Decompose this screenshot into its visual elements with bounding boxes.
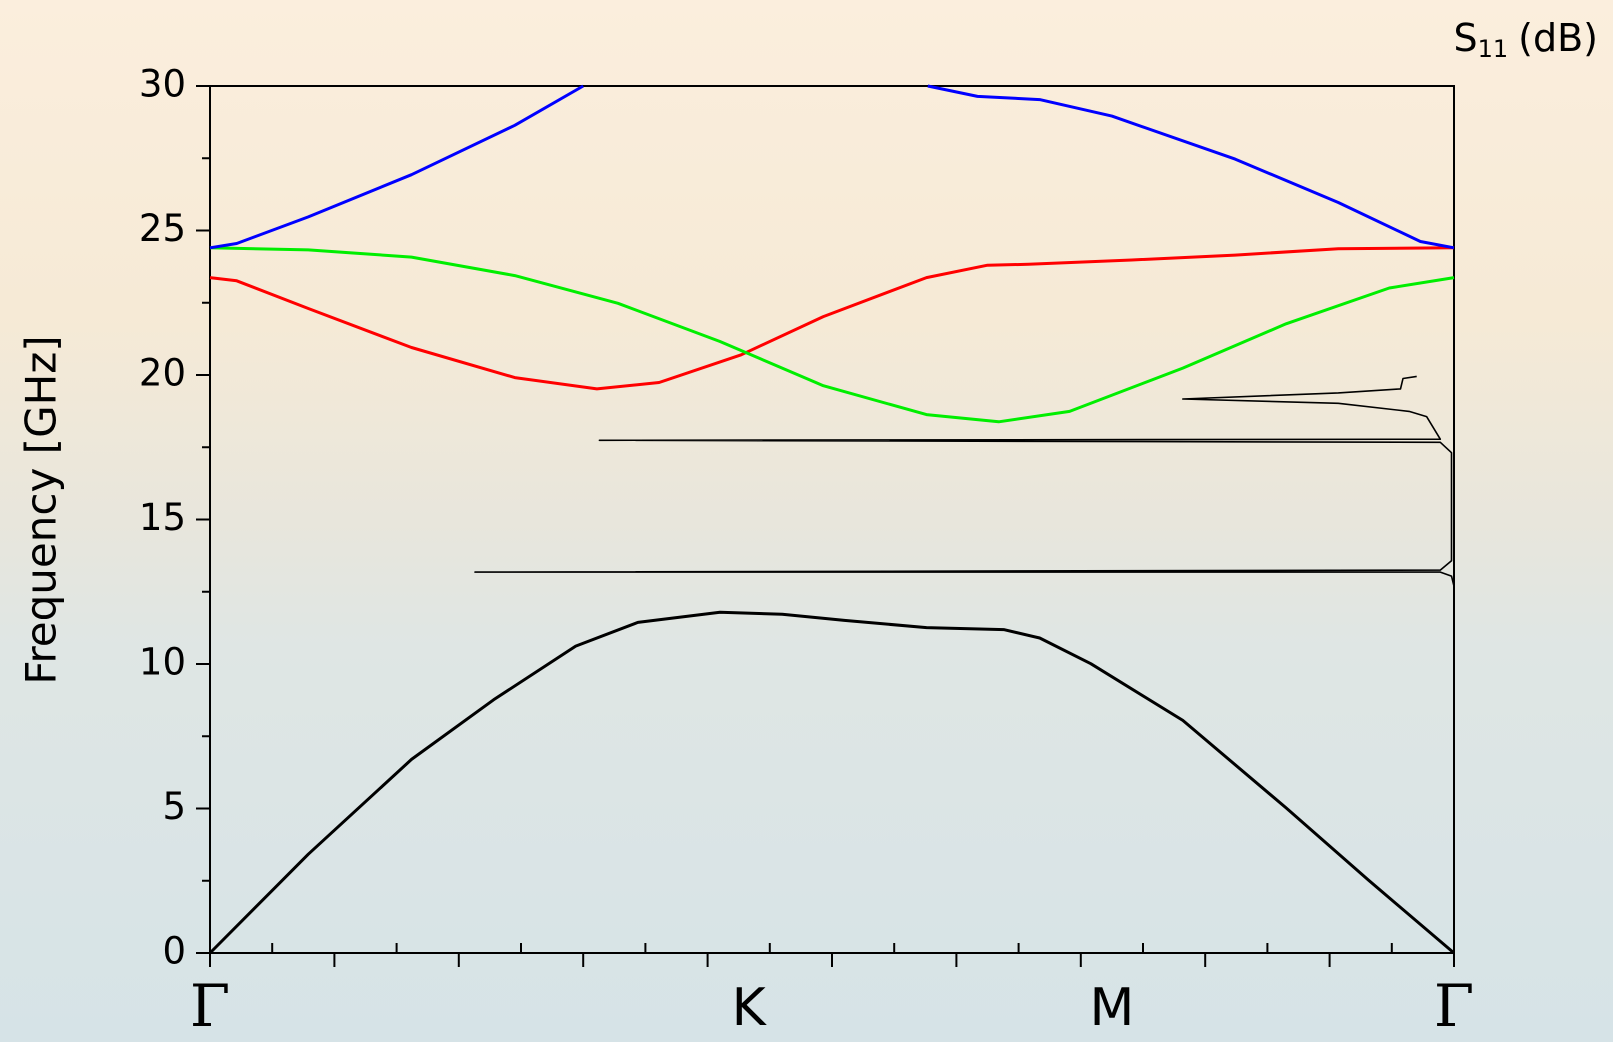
chart: S11 (dB) Frequency [GHz] 0 5 10 15 20 25 30 Γ K M Γ bbox=[0, 0, 1613, 1042]
corner-label-sub: 11 bbox=[1478, 35, 1509, 63]
y-tick-label: 5 bbox=[162, 785, 186, 828]
y-tick-label: 10 bbox=[139, 641, 186, 684]
y-tick-label: 30 bbox=[139, 63, 186, 106]
corner-label-base: S bbox=[1453, 16, 1477, 60]
band-line bbox=[475, 376, 1454, 586]
x-tick-label: K bbox=[732, 978, 768, 1038]
plot-frame bbox=[210, 86, 1454, 953]
corner-label: S11 (dB) bbox=[1453, 16, 1598, 64]
band-line bbox=[210, 248, 1454, 389]
x-tick-label: Γ bbox=[1434, 972, 1474, 1040]
corner-label-unit: (dB) bbox=[1518, 16, 1598, 60]
x-tick-label: M bbox=[1089, 978, 1134, 1038]
band-line bbox=[210, 612, 1454, 953]
y-axis-label: Frequency [GHz] bbox=[17, 335, 66, 684]
band-line bbox=[210, 86, 1454, 248]
y-tick-label: 0 bbox=[162, 930, 186, 973]
x-tick-label: Γ bbox=[190, 972, 230, 1040]
y-tick-label: 20 bbox=[139, 352, 186, 395]
page: S11 (dB) Frequency [GHz] 0 5 10 15 20 25 30 Γ K M Γ… bbox=[0, 0, 1613, 1042]
y-tick-label: 15 bbox=[139, 496, 186, 539]
y-tick-label: 25 bbox=[139, 207, 186, 250]
